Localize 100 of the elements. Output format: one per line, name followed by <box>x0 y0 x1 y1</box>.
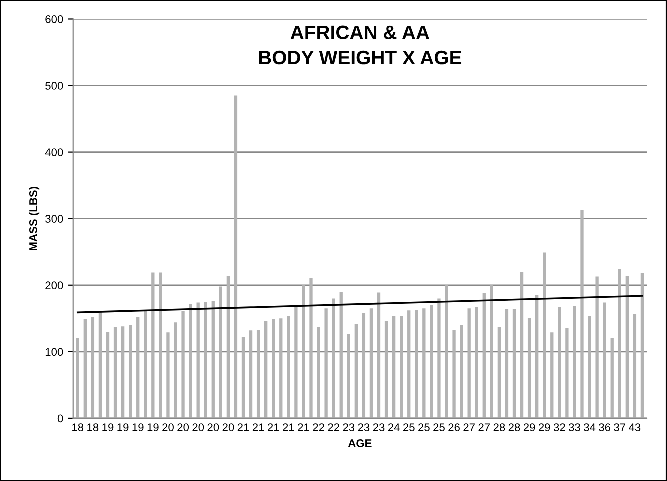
x-tick-label: 23 <box>343 424 355 432</box>
x-tick-label: 34 <box>584 424 596 432</box>
text: AFRICAN & AA BODY WEIGHT X AGE <box>259 26 462 65</box>
bar <box>596 276 599 418</box>
bar <box>536 295 539 418</box>
x-tick-label: 23 <box>358 424 370 432</box>
bar <box>166 332 170 418</box>
bar <box>354 324 358 418</box>
bar <box>182 311 185 418</box>
bar <box>588 316 592 418</box>
bar <box>422 308 426 418</box>
bar <box>558 307 562 418</box>
bar <box>452 330 456 418</box>
bar <box>212 301 215 418</box>
bar <box>482 293 486 418</box>
bar <box>84 319 87 418</box>
x-tick-label: 20 <box>222 424 234 432</box>
bar <box>400 316 404 418</box>
bar <box>76 338 80 418</box>
bar <box>626 276 629 418</box>
y-tick-label: 300 <box>46 215 64 223</box>
bar <box>384 321 388 418</box>
x-tick-label: 22 <box>328 424 340 432</box>
x-tick-label: 23 <box>373 424 385 432</box>
x-tick-label: 26 <box>448 424 460 432</box>
bar <box>370 308 374 418</box>
x-tick-label: 21 <box>283 424 294 432</box>
bar <box>490 285 494 418</box>
bar <box>610 338 614 418</box>
bar <box>196 302 200 418</box>
bar <box>512 309 516 418</box>
x-tick-label: 25 <box>403 424 415 432</box>
bar <box>438 298 441 418</box>
x-tick-label: 20 <box>208 424 220 432</box>
bar <box>234 96 238 418</box>
bar <box>573 306 576 418</box>
bar <box>152 272 155 418</box>
bar <box>106 332 110 418</box>
bar <box>580 210 584 418</box>
x-tick-label: 29 <box>524 424 536 432</box>
x-tick-label: 19 <box>118 424 129 432</box>
bar <box>204 302 208 418</box>
bar <box>249 330 253 418</box>
bar <box>310 278 313 418</box>
bar <box>528 318 532 418</box>
bar <box>91 317 95 418</box>
x-axis-title: AGE <box>348 440 372 448</box>
bar <box>520 272 524 418</box>
bar <box>174 322 178 418</box>
bar <box>340 292 343 418</box>
bar <box>332 298 336 418</box>
x-tick-label: 27 <box>478 424 490 432</box>
x-tick-label: 22 <box>313 424 324 432</box>
x-tick-label: 25 <box>418 424 430 432</box>
x-tick-label: 29 <box>538 424 550 432</box>
bar <box>302 285 306 418</box>
bar <box>280 318 283 418</box>
bar <box>219 286 222 418</box>
x-tick-label: 32 <box>554 424 566 432</box>
bar <box>121 326 125 418</box>
y-tick-label: 200 <box>46 282 64 290</box>
x-tick-label: 19 <box>132 424 144 432</box>
bar <box>287 316 290 418</box>
y-tick-label: 100 <box>46 348 64 356</box>
x-tick-label: 21 <box>238 424 250 432</box>
bar <box>317 327 320 418</box>
bar <box>377 292 381 418</box>
bar <box>256 330 260 418</box>
bar <box>324 308 328 418</box>
bar <box>550 332 554 418</box>
bar <box>136 317 140 418</box>
x-tick-label: 20 <box>162 424 174 432</box>
bar <box>468 308 471 418</box>
x-tick-label: 36 <box>599 424 611 432</box>
y-axis-title: MASS (LBS) <box>29 187 40 251</box>
bar <box>392 316 396 418</box>
bar <box>144 310 148 418</box>
bar <box>505 309 509 418</box>
x-tick-label: 37 <box>614 424 626 432</box>
bar <box>264 321 268 418</box>
bar <box>408 310 411 418</box>
bar <box>129 325 132 418</box>
bar <box>618 269 622 418</box>
bar <box>566 328 569 418</box>
bar <box>272 319 276 418</box>
bar <box>242 337 246 418</box>
bar <box>430 305 434 418</box>
bar <box>226 276 230 418</box>
x-tick-label: 28 <box>494 424 506 432</box>
x-tick-label: 20 <box>192 424 204 432</box>
x-tick-label: 21 <box>252 424 264 432</box>
bar <box>294 305 298 418</box>
x-tick-label: 25 <box>434 424 445 432</box>
bar <box>640 273 644 418</box>
x-tick-label: 18 <box>88 424 99 432</box>
bar <box>498 327 502 418</box>
x-tick-label: 21 <box>298 424 310 432</box>
bar <box>362 313 366 418</box>
x-tick-label: 27 <box>464 424 475 432</box>
x-tick-label: 19 <box>148 424 159 432</box>
